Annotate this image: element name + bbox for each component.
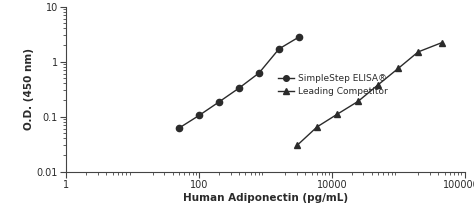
Leading Competitor [334,113,340,116]
SimpleStep ELISA® [196,114,202,117]
Leading Competitor [415,51,421,53]
SimpleStep ELISA® [176,127,182,129]
Leading Competitor [356,100,361,103]
Leading Competitor [294,144,300,147]
SimpleStep ELISA® [256,72,262,74]
Leading Competitor [438,41,444,44]
SimpleStep ELISA® [216,101,222,103]
Leading Competitor [314,126,320,128]
Y-axis label: O.D. (450 nm): O.D. (450 nm) [24,48,34,130]
Leading Competitor [375,83,381,86]
Line: SimpleStep ELISA®: SimpleStep ELISA® [176,34,302,131]
Leading Competitor [395,67,401,70]
SimpleStep ELISA® [276,48,282,50]
Line: Leading Competitor: Leading Competitor [294,40,445,148]
SimpleStep ELISA® [296,36,302,38]
X-axis label: Human Adiponectin (pg/mL): Human Adiponectin (pg/mL) [183,193,348,203]
Legend: SimpleStep ELISA®, Leading Competitor: SimpleStep ELISA®, Leading Competitor [278,74,388,96]
SimpleStep ELISA® [236,87,242,89]
